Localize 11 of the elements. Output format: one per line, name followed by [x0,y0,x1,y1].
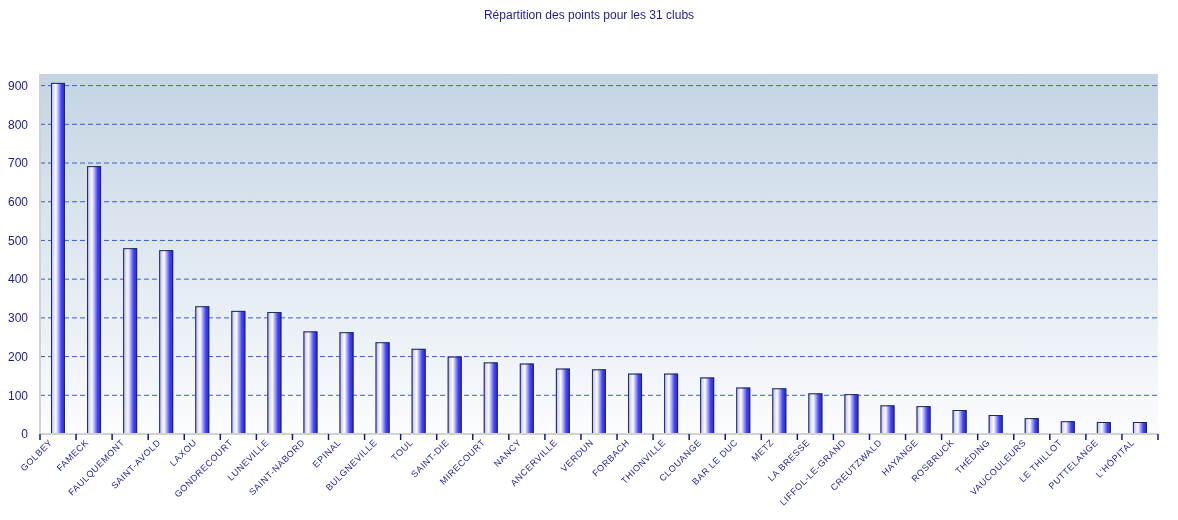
y-tick-label: 500 [7,233,29,248]
y-tick-label: 700 [7,156,29,171]
y-tick-label: 200 [7,349,29,364]
chart-title: Répartition des points pour les 31 clubs [482,8,696,22]
y-tick-label: 100 [7,388,29,403]
y-tick-label: 300 [7,311,29,326]
y-tick-label: 400 [7,272,29,287]
y-tick-label: 900 [7,78,29,93]
y-tick-label: 600 [7,195,29,209]
y-tick-label: 0 [21,427,29,442]
y-tick-label: 800 [7,117,29,132]
